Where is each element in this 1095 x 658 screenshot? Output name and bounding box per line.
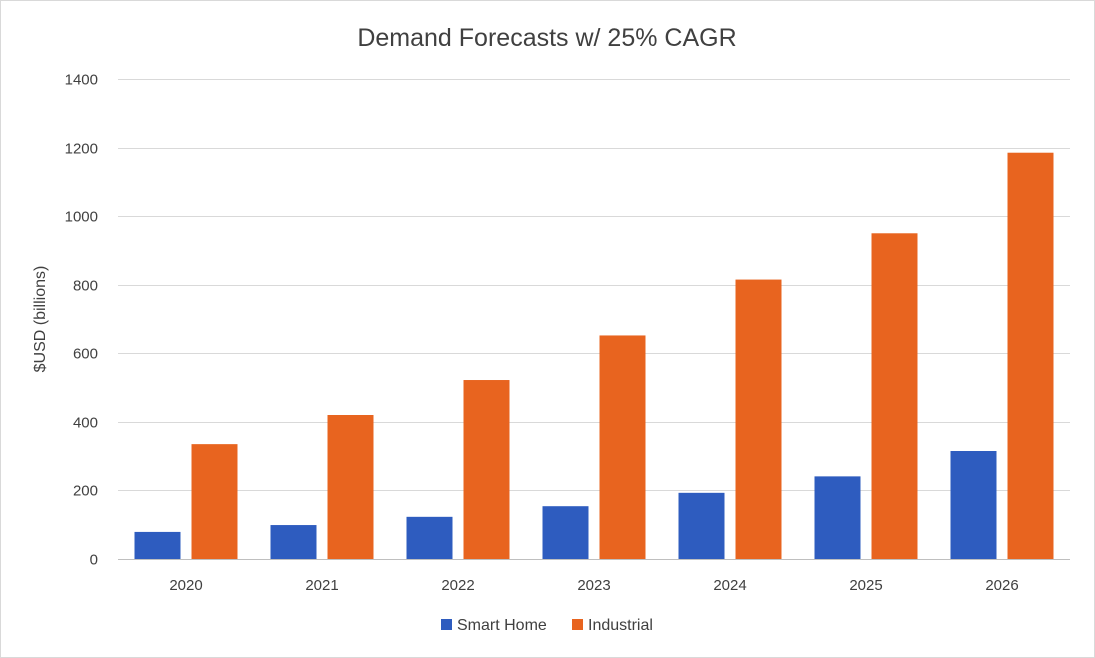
x-tick-label: 2026 (985, 577, 1018, 594)
x-axis-ticks: 2020 2021 2022 2023 2024 2025 2026 (169, 577, 1018, 594)
bar-smart-home-2021 (270, 525, 317, 559)
x-tick-label: 2022 (441, 577, 474, 594)
x-tick-label: 2020 (169, 577, 202, 594)
bar-industrial-2022 (463, 380, 510, 559)
x-tick-label: 2025 (849, 577, 882, 594)
y-tick-label: 600 (73, 346, 98, 363)
y-axis-ticks: 0 200 400 600 800 1000 1200 1400 (65, 72, 98, 569)
x-tick-label: 2024 (713, 577, 746, 594)
legend-label-industrial: Industrial (588, 617, 653, 634)
legend-swatch-industrial (572, 619, 583, 630)
bar-smart-home-2024 (678, 492, 725, 559)
bar-smart-home-2023 (542, 506, 589, 559)
chart-title: Demand Forecasts w/ 25% CAGR (357, 24, 736, 52)
bar-smart-home-2026 (950, 451, 997, 559)
bar-industrial-2020 (191, 444, 238, 559)
y-tick-label: 1000 (65, 209, 98, 226)
bar-industrial-2024 (735, 279, 782, 559)
gridlines (118, 79, 1070, 560)
bars (134, 152, 1054, 560)
legend: Smart Home Industrial (441, 617, 653, 634)
y-tick-label: 800 (73, 278, 98, 295)
y-tick-label: 400 (73, 415, 98, 432)
x-tick-label: 2021 (305, 577, 338, 594)
x-tick-label: 2023 (577, 577, 610, 594)
y-tick-label: 1400 (65, 72, 98, 89)
bar-smart-home-2022 (406, 516, 453, 559)
bar-industrial-2023 (599, 335, 646, 559)
legend-label-smart-home: Smart Home (457, 617, 547, 634)
y-tick-label: 1200 (65, 141, 98, 158)
y-tick-label: 200 (73, 483, 98, 500)
bar-smart-home-2025 (814, 476, 861, 559)
bar-industrial-2026 (1007, 152, 1054, 559)
bar-smart-home-2020 (134, 531, 181, 559)
bar-industrial-2021 (327, 415, 374, 559)
y-axis-label: $USD (billions) (32, 266, 49, 373)
bar-industrial-2025 (871, 233, 918, 560)
y-tick-label: 0 (90, 552, 98, 569)
legend-swatch-smart-home (441, 619, 452, 630)
